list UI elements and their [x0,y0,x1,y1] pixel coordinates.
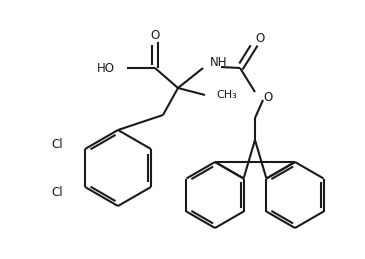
Text: HO: HO [97,61,115,75]
Text: NH: NH [210,55,227,68]
Text: O: O [255,32,265,45]
Text: Cl: Cl [51,138,63,150]
Text: O: O [263,90,272,104]
Text: O: O [150,28,160,41]
Text: Cl: Cl [51,185,63,198]
Text: CH₃: CH₃ [216,90,237,100]
